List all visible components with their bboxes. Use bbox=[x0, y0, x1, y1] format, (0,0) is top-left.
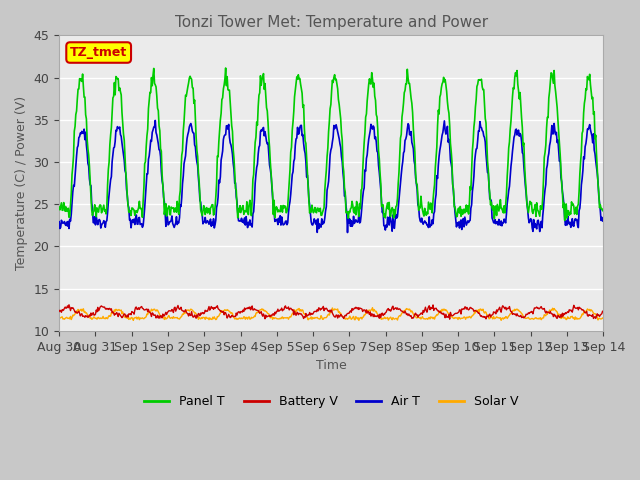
Legend: Panel T, Battery V, Air T, Solar V: Panel T, Battery V, Air T, Solar V bbox=[139, 390, 524, 413]
X-axis label: Time: Time bbox=[316, 359, 347, 372]
Text: TZ_tmet: TZ_tmet bbox=[70, 46, 127, 59]
Y-axis label: Temperature (C) / Power (V): Temperature (C) / Power (V) bbox=[15, 96, 28, 270]
Title: Tonzi Tower Met: Temperature and Power: Tonzi Tower Met: Temperature and Power bbox=[175, 15, 488, 30]
